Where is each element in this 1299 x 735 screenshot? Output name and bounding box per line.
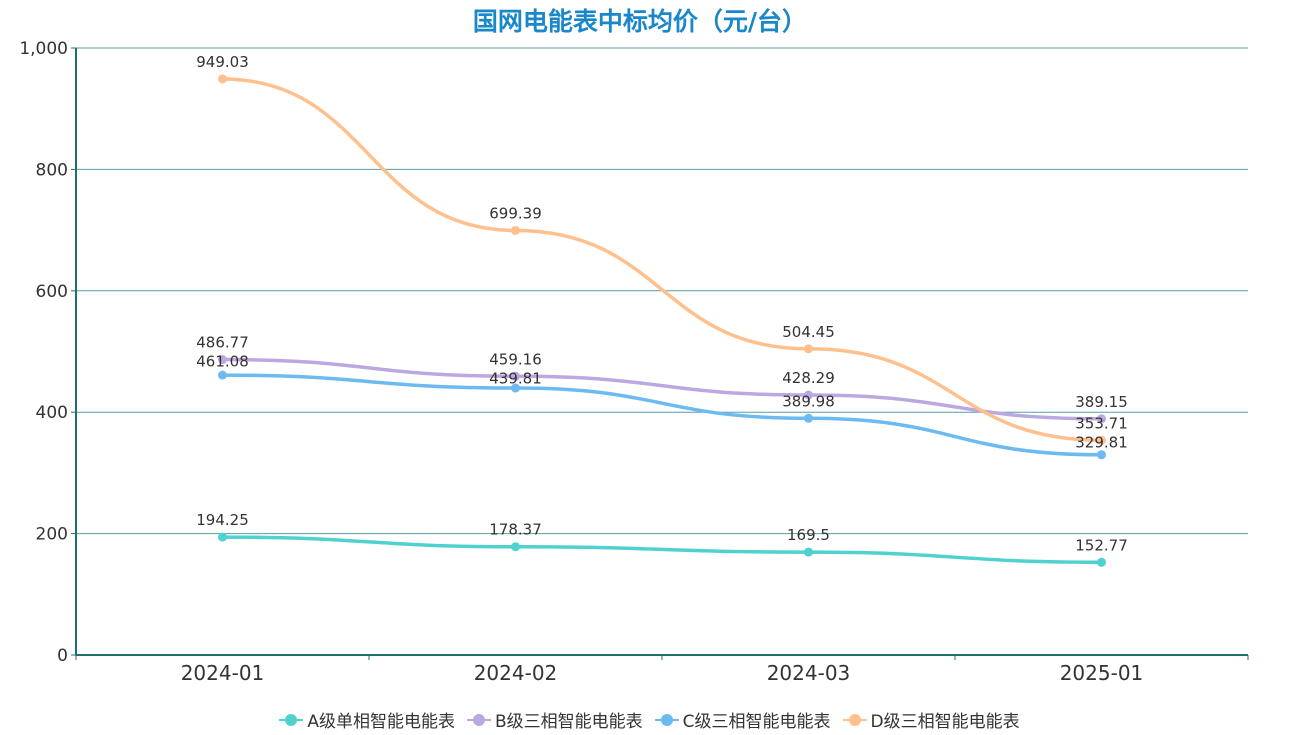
series-line bbox=[222, 535, 1102, 565]
legend-label: D级三相智能电能表 bbox=[870, 712, 1020, 732]
data-label: 389.98 bbox=[782, 392, 835, 410]
data-label: 439.81 bbox=[489, 369, 542, 387]
line-chart: 0 200 400 600 800 1,000 2024-01 2024-02 2024-03 2… bbox=[19, 39, 1249, 685]
data-label: 152.77 bbox=[1075, 536, 1128, 554]
data-point bbox=[804, 344, 813, 354]
data-point bbox=[218, 370, 227, 380]
data-label: 504.45 bbox=[782, 323, 835, 341]
data-point bbox=[1097, 414, 1106, 424]
series-line bbox=[222, 373, 1102, 457]
data-point bbox=[511, 225, 520, 235]
data-label: 194.25 bbox=[196, 511, 249, 529]
legend-item[interactable]: A级单相智能电能表 bbox=[279, 707, 455, 732]
legend-label: A级单相智能电能表 bbox=[307, 712, 455, 732]
x-tick-label: 2024-02 bbox=[474, 661, 558, 685]
data-point bbox=[511, 542, 520, 552]
data-label: 428.29 bbox=[782, 369, 835, 387]
x-tick-label: 2024-01 bbox=[181, 661, 265, 685]
legend-label: B级三相智能电能表 bbox=[495, 712, 643, 732]
data-point bbox=[1097, 557, 1106, 567]
data-point bbox=[804, 547, 813, 557]
data-point bbox=[511, 383, 520, 393]
data-point bbox=[218, 74, 227, 84]
data-label: 169.5 bbox=[787, 526, 830, 544]
data-label: 459.16 bbox=[489, 350, 542, 368]
series-line bbox=[222, 77, 1102, 443]
x-tick-label: 2025-01 bbox=[1060, 661, 1144, 685]
y-tick-label: 400 bbox=[36, 403, 68, 423]
data-point bbox=[804, 413, 813, 423]
y-tick-label: 600 bbox=[36, 282, 68, 302]
legend-marker-icon bbox=[467, 713, 491, 726]
data-point bbox=[218, 355, 227, 365]
data-point bbox=[218, 532, 227, 542]
data-label: 486.77 bbox=[196, 334, 249, 352]
data-label: 699.39 bbox=[489, 204, 542, 222]
data-point bbox=[1097, 450, 1106, 460]
legend: A级单相智能电能表 B级三相智能电能表 C级三相智能电能表 D级三相智能电能表 bbox=[0, 707, 1299, 732]
chart-title: 国网电能表中标均价（元/台） bbox=[472, 7, 808, 36]
legend-marker-icon bbox=[654, 713, 679, 726]
data-label: 461.08 bbox=[196, 353, 249, 371]
data-point bbox=[1097, 435, 1106, 445]
y-tick-label: 200 bbox=[36, 525, 68, 545]
legend-marker-icon bbox=[842, 713, 867, 726]
y-tick-label: 0 bbox=[57, 646, 68, 666]
data-label: 353.71 bbox=[1075, 414, 1128, 432]
data-point bbox=[804, 390, 813, 400]
data-label: 178.37 bbox=[489, 521, 542, 539]
legend-marker-icon bbox=[279, 713, 304, 726]
x-tick-label: 2024-03 bbox=[767, 661, 851, 685]
data-label: 329.81 bbox=[1075, 433, 1128, 451]
y-tick-label: 800 bbox=[36, 160, 68, 180]
data-point bbox=[511, 371, 520, 381]
legend-item[interactable]: C级三相智能电能表 bbox=[654, 707, 831, 732]
legend-item[interactable]: D级三相智能电能表 bbox=[842, 707, 1020, 732]
y-tick-label: 1,000 bbox=[19, 39, 68, 59]
data-label: 389.15 bbox=[1075, 393, 1128, 411]
legend-item[interactable]: B级三相智能电能表 bbox=[467, 707, 643, 732]
series-line bbox=[222, 357, 1102, 421]
legend-label: C级三相智能电能表 bbox=[682, 712, 831, 732]
data-label: 949.03 bbox=[196, 53, 249, 71]
